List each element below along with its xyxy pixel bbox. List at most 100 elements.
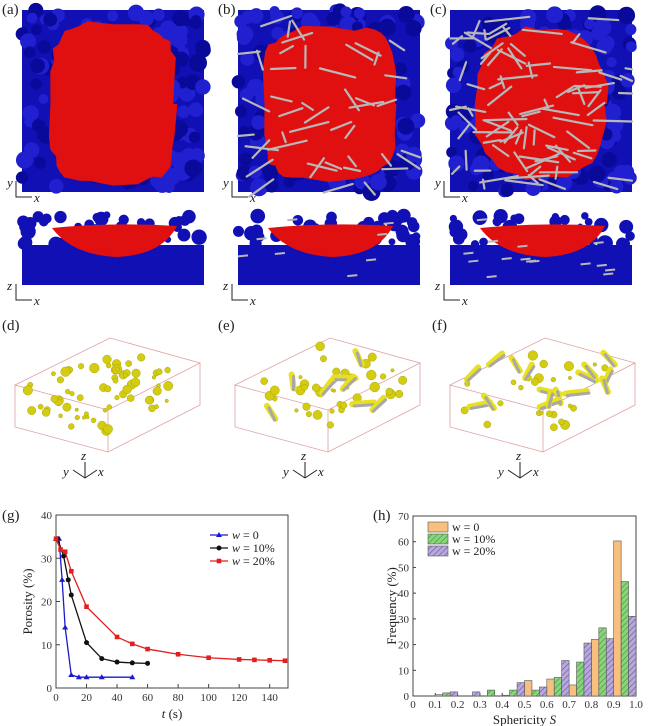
pore — [298, 375, 303, 380]
legend-label: w = 20% — [452, 544, 495, 558]
axis-lines — [443, 181, 460, 198]
pore — [114, 395, 120, 401]
fiber — [521, 28, 563, 36]
axis-label-z: z — [434, 278, 440, 293]
fiber — [538, 178, 566, 190]
data-point — [267, 658, 272, 663]
legend-label: w = 10% — [232, 541, 275, 555]
fiber — [354, 42, 382, 57]
powder-particle — [15, 171, 29, 184]
data-point — [75, 674, 82, 680]
powder-particle — [588, 165, 606, 183]
pore — [37, 403, 44, 410]
pore — [340, 401, 348, 409]
pore — [76, 394, 84, 402]
pore — [137, 353, 146, 362]
pore — [105, 362, 112, 369]
elongated-pore — [319, 377, 335, 397]
powder-particle — [472, 210, 488, 226]
fiber — [484, 15, 531, 23]
powder-particle — [249, 237, 262, 250]
axis-triad-icon: yx — [5, 175, 40, 205]
fiber — [355, 351, 363, 368]
fiber — [571, 91, 601, 95]
fiber — [524, 365, 536, 381]
powder-particle — [31, 24, 42, 36]
fiber — [576, 149, 597, 153]
x-tick-label: 100 — [200, 692, 217, 704]
powder-particle — [472, 155, 490, 173]
pore — [332, 367, 341, 376]
powder-particle — [479, 237, 488, 247]
powder-particle — [291, 7, 303, 20]
fiber — [251, 139, 271, 159]
powder-particle — [410, 113, 426, 129]
fiber — [241, 97, 271, 113]
powder-particle — [551, 213, 559, 221]
data-point — [65, 577, 71, 583]
pore — [380, 373, 387, 380]
pore — [74, 415, 80, 421]
histogram-bar — [539, 686, 548, 697]
fiber — [522, 126, 528, 150]
fiber — [330, 120, 353, 132]
fiber — [580, 262, 591, 266]
fiber — [245, 158, 274, 178]
data-point — [216, 558, 222, 564]
pore — [311, 383, 321, 392]
powder-particle — [559, 214, 570, 225]
pore — [269, 385, 280, 396]
fiber — [555, 85, 574, 99]
fiber — [602, 378, 609, 395]
data-point — [145, 646, 150, 652]
data-point — [236, 657, 242, 662]
fiber — [236, 133, 255, 138]
powder-particle — [500, 183, 514, 197]
fiber — [347, 155, 358, 168]
fiber — [384, 74, 408, 80]
powder-particle — [581, 212, 589, 220]
pore — [398, 375, 408, 385]
fiber — [457, 122, 471, 140]
powder-particle — [463, 39, 477, 53]
pore — [130, 377, 141, 387]
fiber — [372, 398, 388, 413]
legend-var: w — [232, 528, 240, 542]
legend-value: = 10% — [240, 541, 275, 555]
fiber — [565, 391, 591, 397]
y-tick-label: 10 — [41, 640, 53, 652]
pore — [326, 421, 334, 429]
powder-particle — [32, 118, 46, 133]
pore — [103, 424, 113, 434]
fiber — [267, 406, 277, 422]
fiber — [492, 144, 510, 158]
panel-label-h: (h) — [373, 508, 391, 524]
pore — [122, 384, 132, 395]
fiber — [471, 19, 481, 39]
data-point — [216, 532, 222, 537]
fiber — [484, 119, 512, 132]
fiber — [570, 41, 607, 54]
powder-particle — [326, 211, 337, 223]
fiber — [552, 65, 593, 72]
histogram-bar — [531, 689, 540, 697]
fiber — [286, 20, 292, 38]
pore — [294, 408, 299, 413]
fiber — [502, 26, 512, 37]
powder-particle — [292, 215, 304, 226]
powder-particle — [30, 78, 42, 90]
powder-particle — [17, 215, 30, 228]
pore — [497, 400, 504, 407]
axis-triad-icon: zx — [6, 278, 40, 308]
pore — [58, 396, 63, 401]
axis-lines — [15, 284, 32, 301]
pore — [122, 372, 128, 378]
fiber — [318, 67, 357, 79]
data-point — [114, 659, 120, 665]
axis-label-z: z — [515, 448, 521, 463]
elongated-pore — [339, 373, 357, 392]
data-point — [84, 640, 90, 646]
pore — [395, 389, 404, 398]
powder-particle — [152, 8, 165, 21]
fiber — [287, 218, 298, 222]
